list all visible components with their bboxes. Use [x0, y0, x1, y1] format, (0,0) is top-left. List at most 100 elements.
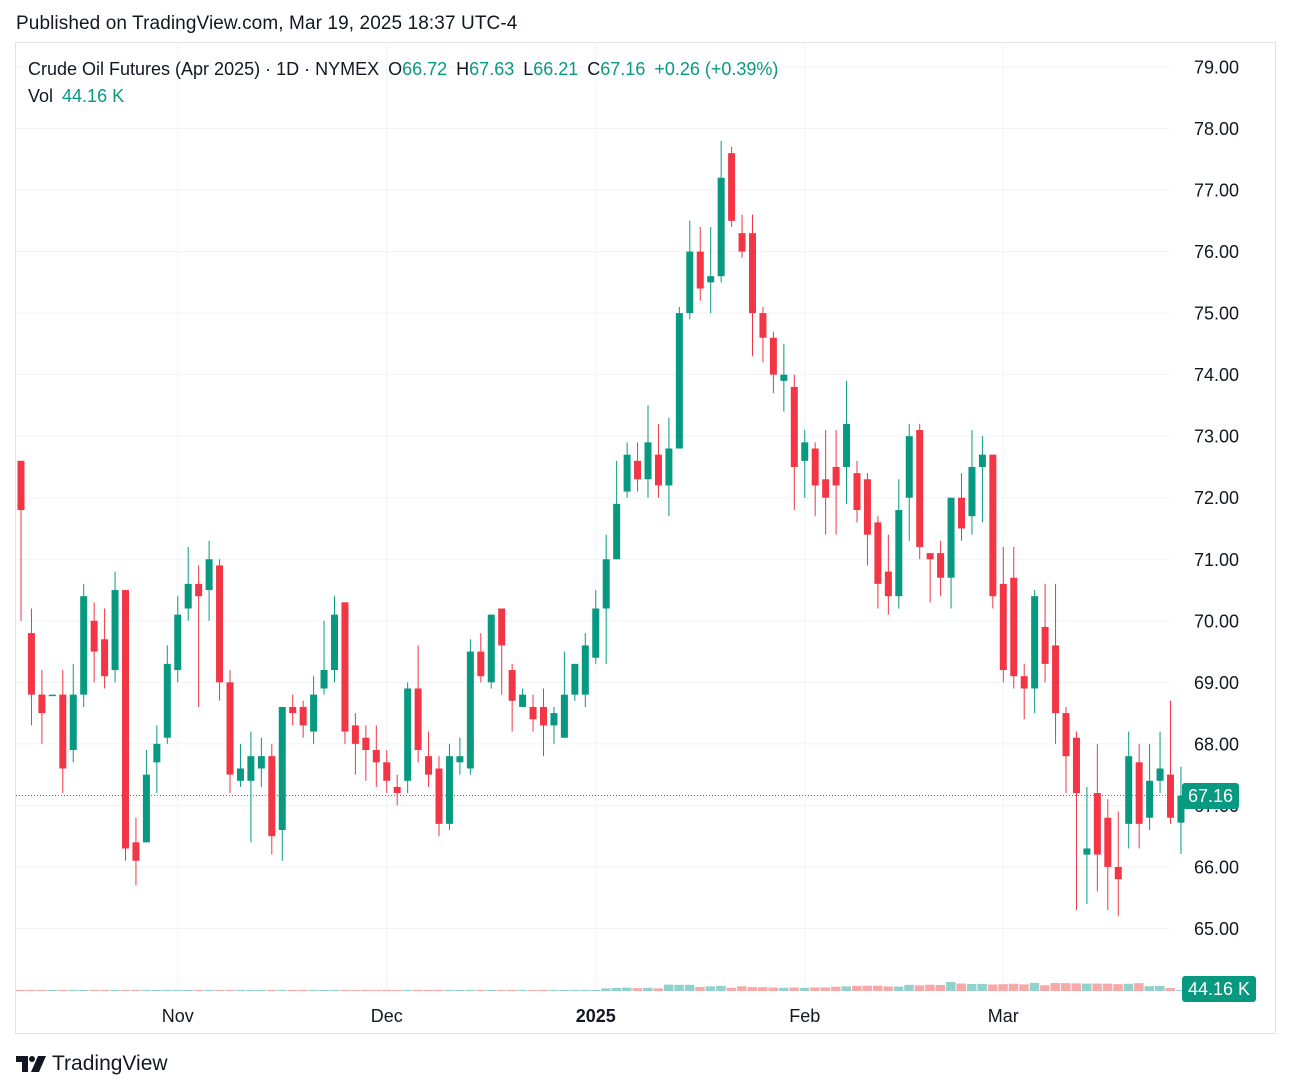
volume-label[interactable]: Vol	[28, 86, 54, 106]
candle-body	[268, 756, 276, 837]
candle-body	[404, 688, 412, 781]
candle-body	[122, 590, 129, 849]
candle-body	[48, 694, 56, 697]
candle-body	[613, 503, 621, 560]
candle-body	[257, 756, 265, 769]
candle-body	[581, 645, 589, 695]
volume-bar	[47, 990, 57, 991]
candle-body	[801, 442, 809, 461]
volume-bar	[371, 990, 381, 991]
candle-body	[1177, 795, 1185, 823]
volume-bar	[559, 990, 569, 991]
volume-bar	[1081, 983, 1092, 991]
candle-body	[717, 177, 725, 277]
volume-bar	[799, 987, 810, 991]
volume-bar	[277, 990, 287, 991]
candle-body	[540, 706, 547, 726]
candle-body	[926, 553, 934, 560]
volume-bar	[632, 988, 643, 991]
candle-body	[205, 559, 213, 591]
chart-frame	[15, 42, 1276, 1034]
volume-bar	[444, 990, 454, 991]
volume-bar	[350, 990, 360, 991]
volume-bar	[339, 990, 350, 991]
volume-bar	[663, 984, 674, 991]
candle-body	[1167, 774, 1174, 818]
volume-bar	[768, 987, 778, 991]
x-tick-label: Nov	[162, 1006, 194, 1026]
candle-body	[226, 682, 234, 775]
candle-body	[498, 608, 506, 646]
volume-bar	[611, 987, 622, 991]
tradingview-logo[interactable]: TradingView	[16, 1051, 168, 1077]
volume-bar	[360, 990, 371, 991]
candle-body	[1146, 780, 1154, 818]
y-tick-label: 73.00	[1194, 427, 1239, 447]
volume-bar	[78, 990, 89, 991]
volume-bar	[1134, 983, 1144, 991]
candle-body	[696, 251, 704, 289]
volume-bar	[674, 984, 684, 991]
volume-bar	[329, 990, 339, 991]
candle-body	[529, 706, 537, 720]
y-tick-label: 70.00	[1194, 611, 1239, 631]
candle-body	[27, 633, 35, 695]
candle-body	[1020, 676, 1028, 689]
volume-bar	[1165, 988, 1175, 991]
volume-row: Vol 44.16 K	[28, 83, 778, 110]
candle-body	[560, 694, 568, 738]
volume-bar	[130, 990, 141, 991]
tradingview-logo-icon	[16, 1056, 46, 1072]
candle-body	[435, 768, 443, 824]
volume-bar	[1102, 983, 1113, 991]
symbol-label[interactable]: Crude Oil Futures (Apr 2025) · 1D · NYME…	[28, 59, 380, 79]
volume-bar	[987, 984, 998, 991]
volume-bar	[946, 981, 956, 991]
candle-body	[80, 596, 88, 695]
y-tick-label: 69.00	[1194, 673, 1239, 693]
volume-bar	[266, 990, 277, 991]
volume-bar	[966, 984, 977, 991]
volume-bar	[89, 990, 99, 991]
candle-body	[1041, 626, 1049, 664]
volume-bar	[789, 987, 799, 991]
y-tick-label: 68.00	[1194, 734, 1239, 754]
candle-body	[1156, 768, 1164, 781]
volume-bar	[977, 983, 987, 991]
candle-body	[947, 497, 955, 578]
candle-body	[1093, 793, 1101, 855]
candle-body	[738, 233, 746, 252]
candle-body	[393, 786, 401, 794]
candle-body	[1010, 577, 1018, 677]
candle-body	[1125, 756, 1133, 824]
candle-body	[811, 448, 819, 486]
volume-bar	[1061, 983, 1071, 991]
candle-body	[101, 639, 109, 677]
candle-body	[1114, 866, 1122, 880]
volume-bar	[381, 990, 392, 991]
volume-bar	[204, 990, 214, 991]
candle-body	[59, 694, 67, 769]
volume-bar	[193, 990, 204, 991]
candle-body	[999, 583, 1007, 671]
series-legend: Crude Oil Futures (Apr 2025) · 1D · NYME…	[28, 56, 778, 110]
candle-body	[822, 479, 830, 498]
candle-body	[707, 276, 715, 283]
volume-bar	[538, 990, 548, 991]
candle-body	[728, 153, 736, 221]
close-value: 67.16	[600, 59, 646, 79]
last-volume-tag: 44.16 K	[1182, 976, 1257, 1003]
y-tick-label: 71.00	[1194, 550, 1239, 570]
candle-body	[759, 313, 767, 338]
candle-body	[863, 479, 871, 535]
volume-bar	[1092, 983, 1102, 991]
volume-bar	[810, 987, 820, 991]
candle-body	[989, 454, 997, 597]
volume-bar	[413, 990, 423, 991]
x-tick-label: Dec	[371, 1006, 403, 1026]
volume-bar	[883, 986, 893, 991]
volume-bar	[695, 987, 705, 991]
change-value: +0.26 (+0.39%)	[654, 59, 779, 79]
volume-bar	[622, 987, 632, 991]
